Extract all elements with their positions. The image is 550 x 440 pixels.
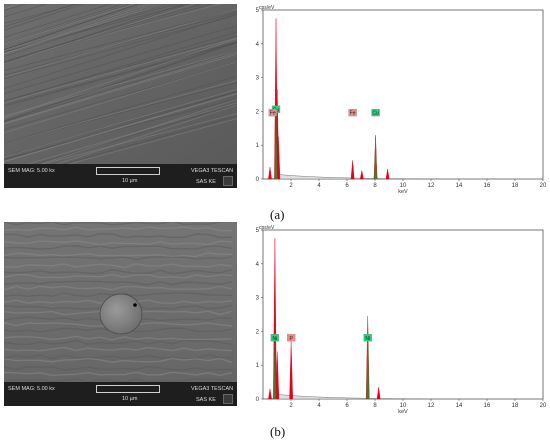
y-tick-label: 2 xyxy=(256,109,260,115)
sem-image-a: SEM MAG: 5.00 kx 10 µm VEGA3 TESCAN SAS … xyxy=(4,4,237,188)
x-tick-label: 2 xyxy=(289,403,293,409)
sem-institution-label: SAS KE xyxy=(196,397,216,403)
x-tick-label: 20 xyxy=(540,403,546,409)
scale-bar: 10 µm xyxy=(96,384,160,396)
sem-mag-label: SEM MAG: 5.00 kx xyxy=(8,386,55,392)
sem-info-bar-b: SEM MAG: 5.00 kx 10 µm VEGA3 TESCAN SAS … xyxy=(4,382,237,406)
x-tick-label: 14 xyxy=(456,403,463,409)
x-tick-label: 18 xyxy=(512,403,519,409)
x-axis-label: keV xyxy=(398,189,408,194)
plot-area xyxy=(263,230,543,399)
y-tick-label: 4 xyxy=(256,42,260,48)
eds-spectrum-chart-a: cps/eV0123452468101214161820keVCuFeFeCu xyxy=(246,2,546,194)
caption-b: (b) xyxy=(270,424,285,440)
logo-icon xyxy=(223,176,233,186)
element-label: Fe xyxy=(270,111,276,117)
sem-micrograph-b xyxy=(4,222,237,382)
x-tick-label: 16 xyxy=(484,183,491,189)
y-tick-label: 1 xyxy=(256,143,260,149)
y-tick-label: 3 xyxy=(256,296,260,302)
y-tick-label: 0 xyxy=(256,397,260,403)
x-tick-label: 14 xyxy=(456,183,463,189)
sem-info-bar-a: SEM MAG: 5.00 kx 10 µm VEGA3 TESCAN SAS … xyxy=(4,164,237,188)
plot-area xyxy=(263,10,543,179)
x-tick-label: 18 xyxy=(512,183,519,189)
element-label: Ni xyxy=(273,336,278,342)
caption-a: (a) xyxy=(270,207,284,223)
y-tick-label: 0 xyxy=(256,177,260,183)
sem-instrument-label: VEGA3 TESCAN xyxy=(191,168,233,174)
x-tick-label: 12 xyxy=(428,403,435,409)
element-label: Cu xyxy=(372,111,379,117)
scale-bar-label: 10 µm xyxy=(122,178,137,184)
sem-image-b: SEM MAG: 5.00 kx 10 µm VEGA3 TESCAN SAS … xyxy=(4,222,237,406)
x-tick-label: 2 xyxy=(289,183,293,189)
sem-micrograph-a xyxy=(4,4,237,164)
sem-instrument-label: VEGA3 TESCAN xyxy=(191,386,233,392)
y-tick-label: 2 xyxy=(256,329,260,335)
x-tick-label: 20 xyxy=(540,183,546,189)
particle xyxy=(100,294,142,334)
x-tick-label: 4 xyxy=(317,183,321,189)
element-label: Ni xyxy=(365,336,370,342)
scale-bar: 10 µm xyxy=(96,166,160,178)
x-tick-label: 8 xyxy=(373,403,377,409)
x-tick-label: 4 xyxy=(317,403,321,409)
y-tick-label: 4 xyxy=(256,262,260,268)
x-tick-label: 6 xyxy=(345,183,349,189)
element-label: Fe xyxy=(350,111,356,117)
x-tick-label: 6 xyxy=(345,403,349,409)
sem-institution-label: SAS KE xyxy=(196,179,216,185)
x-axis-label: keV xyxy=(398,409,408,414)
x-tick-label: 16 xyxy=(484,403,491,409)
scale-bar-label: 10 µm xyxy=(122,396,137,402)
y-tick-label: 3 xyxy=(256,76,260,82)
sem-mag-label: SEM MAG: 5.00 kx xyxy=(8,168,55,174)
x-tick-label: 12 xyxy=(428,183,435,189)
x-tick-label: 8 xyxy=(373,183,377,189)
logo-icon xyxy=(223,394,233,404)
y-tick-label: 1 xyxy=(256,363,260,369)
particle-dot xyxy=(133,303,137,307)
